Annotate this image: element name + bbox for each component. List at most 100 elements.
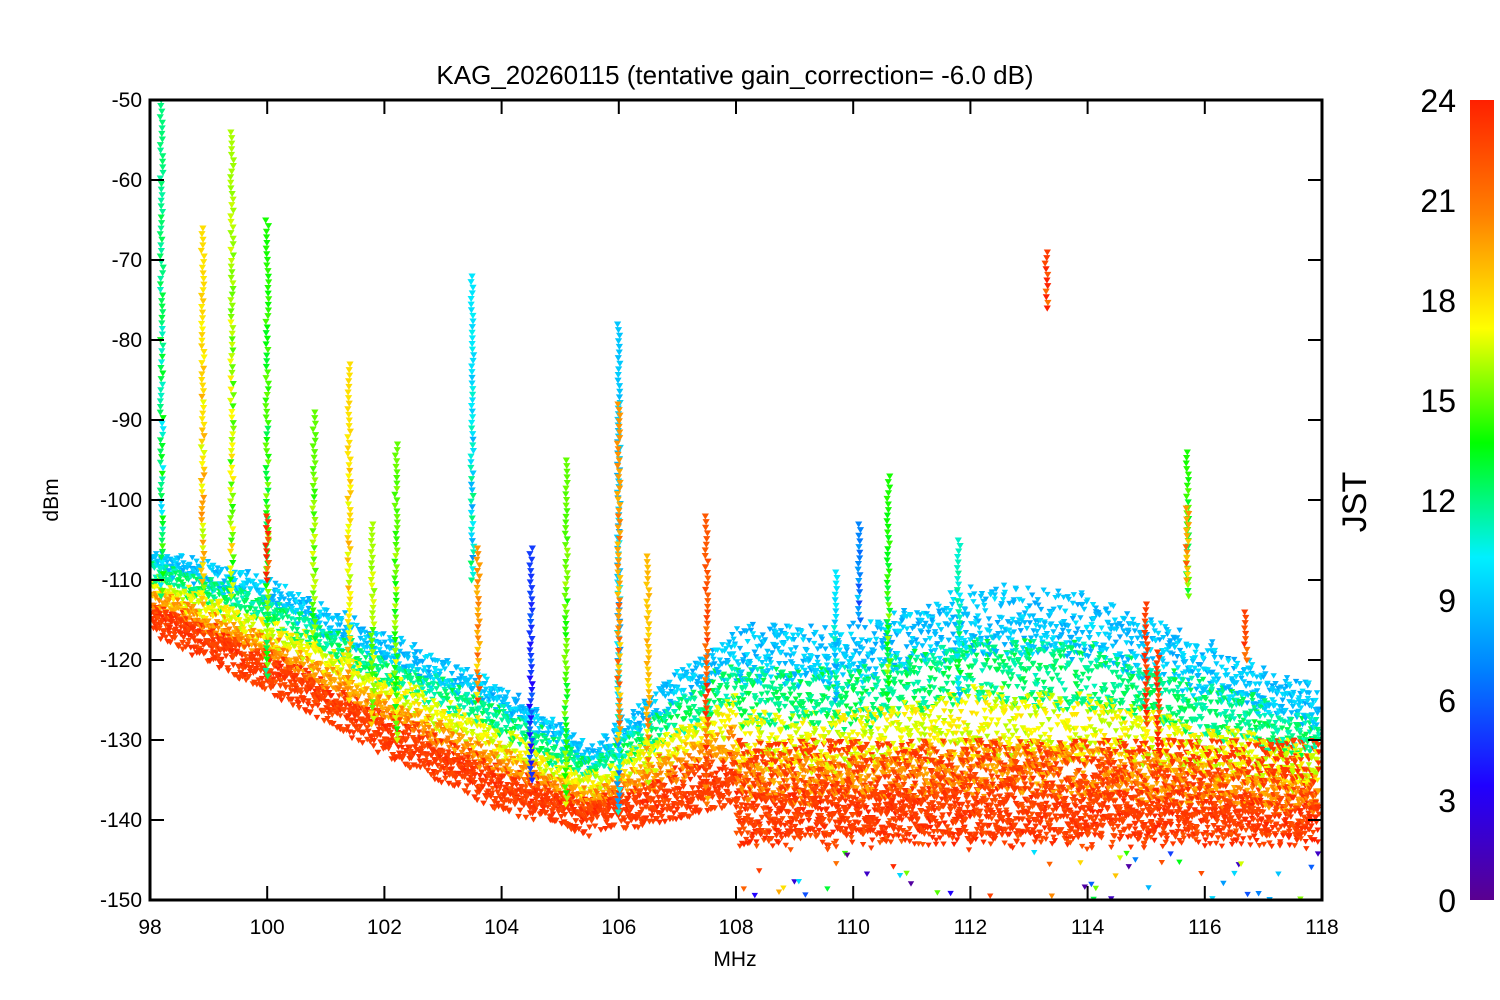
data-point (400, 639, 407, 645)
data-point (313, 714, 321, 721)
data-point (272, 580, 279, 587)
data-point (419, 694, 427, 700)
data-point (463, 783, 471, 790)
data-point (339, 662, 347, 668)
data-point (348, 735, 356, 742)
data-point (396, 648, 404, 655)
data-point (411, 655, 419, 662)
data-point (252, 667, 259, 673)
data-point (285, 643, 293, 650)
data-point (437, 719, 444, 726)
data-point (691, 696, 698, 703)
data-point (214, 565, 221, 571)
data-point (214, 641, 221, 648)
data-point (362, 655, 370, 661)
data-point (433, 742, 440, 749)
data-point (588, 818, 596, 825)
data-point (295, 592, 302, 598)
data-point (454, 745, 461, 751)
data-point (381, 639, 389, 646)
data-point (331, 638, 338, 644)
data-point (176, 565, 183, 572)
data-point (324, 715, 332, 722)
data-point (285, 661, 292, 667)
data-point (225, 610, 232, 616)
data-point (459, 683, 466, 689)
data-point (294, 607, 301, 614)
data-point (445, 780, 453, 787)
scatter-points (150, 100, 1322, 910)
data-point (416, 758, 424, 765)
data-point (153, 583, 161, 590)
data-point (243, 581, 251, 587)
data-point (468, 765, 476, 772)
data-point (185, 577, 192, 583)
data-point (252, 606, 259, 612)
data-point (235, 609, 242, 616)
data-point (477, 743, 485, 749)
data-point (630, 762, 637, 768)
data-point (324, 686, 331, 692)
data-point (464, 754, 472, 761)
data-point (323, 607, 330, 614)
data-point (412, 684, 419, 691)
data-point (434, 770, 441, 776)
data-point (376, 647, 383, 653)
data-point (505, 808, 513, 815)
data-point (332, 698, 340, 705)
data-point (427, 652, 435, 659)
data-point (297, 665, 305, 671)
data-point (403, 737, 410, 743)
data-point (229, 606, 236, 612)
data-point (282, 684, 290, 691)
data-point (190, 591, 197, 597)
data-point (453, 696, 461, 703)
data-point (213, 649, 220, 656)
data-point (346, 703, 353, 709)
data-point (443, 692, 451, 698)
data-point (737, 631, 745, 637)
data-point (593, 814, 601, 821)
data-point (404, 655, 412, 662)
data-point (463, 691, 471, 698)
data-point (432, 668, 440, 674)
data-point (330, 649, 338, 655)
data-point (387, 740, 395, 747)
data-point (220, 632, 227, 638)
data-point (309, 703, 316, 710)
data-point (188, 652, 196, 659)
data-point (205, 594, 212, 600)
data-point (247, 587, 254, 593)
data-point (200, 632, 208, 639)
data-point (315, 687, 323, 694)
data-point (445, 661, 452, 667)
data-point (354, 727, 362, 734)
data-point (306, 598, 313, 605)
data-point (241, 644, 248, 651)
data-point (379, 717, 386, 724)
data-point (278, 632, 286, 639)
data-point (415, 701, 423, 708)
data-point (414, 661, 421, 667)
data-point (284, 635, 291, 642)
data-point (424, 767, 432, 774)
data-point (319, 629, 326, 635)
data-point (305, 605, 312, 612)
data-point (470, 745, 477, 751)
data-point (206, 564, 213, 571)
data-point (258, 606, 265, 613)
data-point (743, 905, 749, 910)
data-point (405, 732, 412, 738)
data-point (298, 606, 305, 613)
data-point (236, 617, 243, 623)
data-point (460, 727, 467, 733)
data-point (407, 677, 414, 684)
data-point (711, 699, 718, 706)
data-point (387, 704, 394, 711)
data-point (190, 581, 198, 587)
data-point (166, 639, 174, 646)
data-point (450, 682, 457, 688)
data-point (376, 732, 384, 738)
data-point (256, 590, 263, 597)
data-point (194, 617, 202, 624)
